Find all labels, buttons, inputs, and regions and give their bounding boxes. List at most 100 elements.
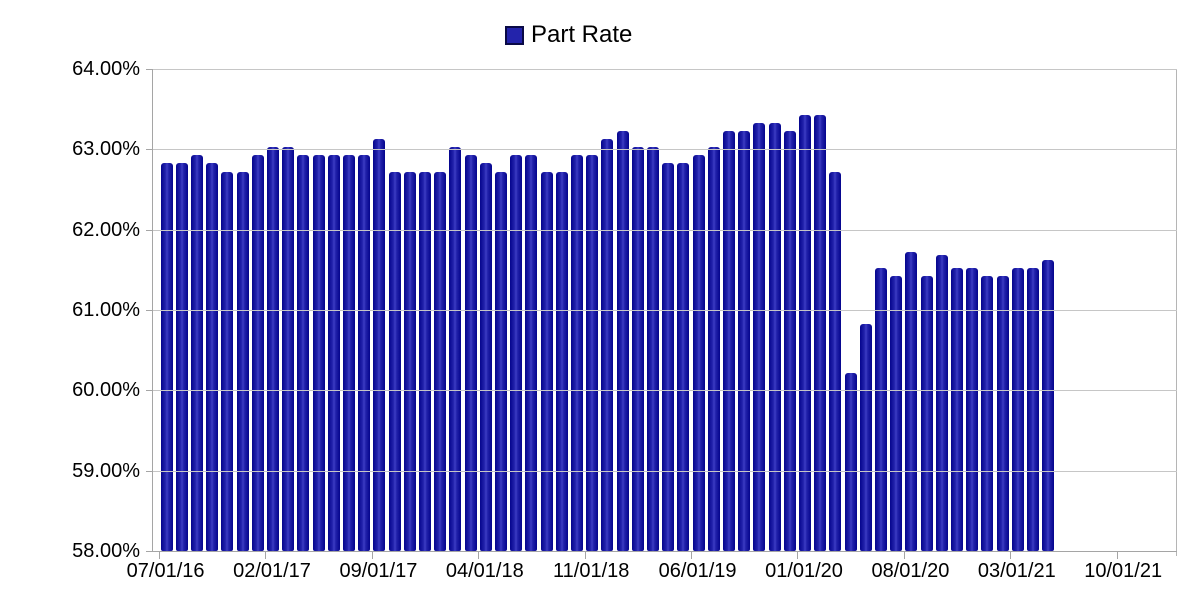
bar — [540, 171, 553, 551]
y-axis-tick — [146, 69, 153, 70]
bar — [1011, 268, 1024, 551]
x-axis-tick-label: 03/01/21 — [977, 560, 1056, 582]
bar — [418, 171, 432, 551]
bar — [996, 276, 1009, 551]
bar — [829, 171, 842, 551]
bar — [358, 155, 371, 551]
bar — [236, 171, 249, 551]
bar — [616, 130, 629, 551]
bar — [570, 155, 584, 551]
y-axis-tick-label: 64.00% — [72, 58, 140, 80]
bar — [677, 163, 690, 551]
bar — [1042, 260, 1055, 551]
y-axis-tick-label: 60.00% — [72, 379, 140, 402]
bar — [449, 146, 462, 551]
bar — [160, 163, 173, 551]
x-axis-tick — [1116, 552, 1118, 559]
bar — [190, 155, 204, 551]
x-axis-tick — [159, 552, 160, 559]
y-axis-tick-label: 58.00% — [72, 540, 140, 562]
bar — [388, 171, 401, 551]
plot-area — [146, 69, 1177, 559]
gridline — [153, 149, 1177, 150]
bar — [798, 114, 812, 551]
bar — [297, 155, 310, 551]
bar — [692, 155, 705, 551]
legend-marker-icon — [505, 25, 524, 45]
x-axis-tick — [265, 552, 267, 559]
bar — [783, 130, 796, 551]
bar — [844, 372, 857, 551]
legend: Part Rate — [505, 21, 633, 48]
bar — [981, 276, 994, 551]
bar — [525, 155, 538, 551]
x-axis-tick — [584, 552, 586, 559]
bar — [646, 146, 660, 551]
y-axis-tick-label: 63.00% — [72, 138, 140, 161]
bar — [342, 155, 356, 551]
bar — [494, 171, 508, 551]
bar — [1026, 268, 1040, 551]
legend-label: Part Rate — [531, 21, 633, 48]
gridline — [153, 230, 1177, 231]
y-axis-tick-label: 59.00% — [72, 459, 140, 482]
bar — [707, 146, 720, 551]
bar — [874, 268, 888, 551]
y-axis-tick — [146, 390, 153, 391]
bar — [266, 146, 280, 551]
gridline — [153, 390, 1177, 391]
bar — [601, 138, 614, 551]
bar — [251, 155, 264, 551]
bar — [206, 163, 219, 551]
y-axis-tick — [146, 551, 153, 552]
bar — [510, 155, 523, 551]
bar — [327, 155, 340, 551]
x-axis-line — [146, 551, 1177, 552]
x-axis-tick-label: 04/01/18 — [445, 560, 524, 582]
x-axis-tick — [371, 552, 373, 559]
plot-right-border — [1176, 69, 1177, 556]
bar — [859, 323, 872, 551]
bar — [753, 122, 766, 551]
gridline — [153, 310, 1177, 311]
bar — [935, 255, 948, 551]
x-axis-tick-label: 09/01/17 — [339, 560, 418, 582]
bar — [814, 114, 827, 551]
gridline — [153, 471, 1177, 472]
x-axis-tick-label: 08/01/20 — [871, 560, 950, 582]
x-axis-tick — [1010, 552, 1012, 559]
y-axis-tick — [146, 471, 153, 472]
bar — [479, 163, 492, 551]
x-axis-tick-label: 11/01/18 — [553, 560, 630, 582]
y-axis-tick-label: 61.00% — [72, 299, 140, 321]
bar — [768, 122, 781, 551]
bar — [920, 276, 933, 551]
bar — [464, 155, 477, 551]
x-axis-tick — [691, 552, 692, 559]
bar — [373, 138, 386, 551]
x-axis-tick-label: 02/01/17 — [233, 560, 311, 582]
x-axis-tick-label: 10/01/21 — [1084, 560, 1163, 582]
bar — [722, 130, 736, 551]
bar — [586, 155, 599, 551]
x-axis-tick-label: 06/01/19 — [658, 560, 737, 582]
x-axis-tick — [478, 552, 480, 559]
bar — [662, 163, 675, 551]
x-axis-tick — [797, 552, 799, 559]
x-axis-tick-label: 01/01/20 — [765, 560, 843, 582]
x-axis-tick — [903, 552, 905, 559]
x-axis-tick-label: 07/01/16 — [126, 560, 205, 582]
y-axis-tick — [146, 310, 153, 311]
bar — [403, 171, 416, 551]
y-axis-tick-label: 62.00% — [72, 218, 140, 241]
bar — [950, 268, 964, 551]
bar — [738, 130, 751, 551]
bar — [555, 171, 568, 551]
y-axis-tick — [146, 149, 153, 150]
bar — [631, 146, 644, 551]
y-axis-tick — [146, 230, 153, 231]
bar — [434, 171, 447, 551]
bar — [282, 146, 295, 551]
bar — [312, 155, 325, 551]
